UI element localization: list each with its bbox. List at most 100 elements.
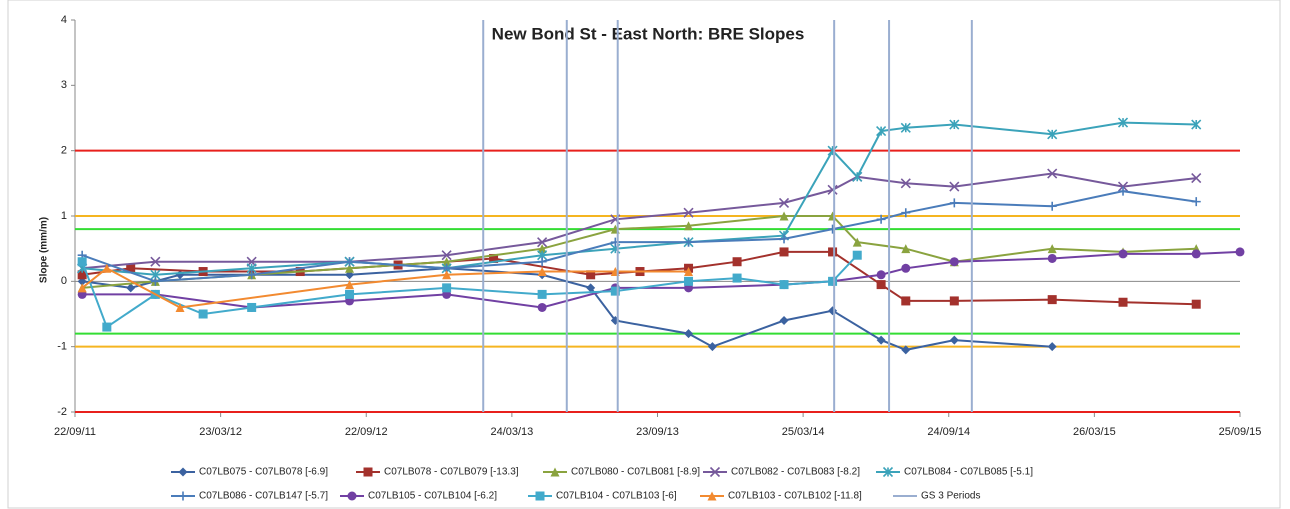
data-point — [586, 283, 596, 293]
data-point — [1235, 247, 1245, 257]
data-point — [949, 181, 960, 192]
data-point — [732, 257, 742, 267]
data-point — [949, 335, 959, 345]
data-point — [1117, 117, 1129, 128]
data-point — [684, 267, 694, 277]
data-point — [901, 244, 911, 254]
data-point — [707, 342, 717, 352]
y-tick-label: 2 — [61, 145, 67, 157]
legend-marker — [535, 491, 545, 501]
data-point — [247, 302, 257, 312]
data-point — [684, 329, 694, 339]
data-point — [345, 280, 355, 290]
data-point — [441, 250, 452, 261]
y-tick-label: 0 — [61, 275, 67, 287]
data-point — [949, 198, 959, 208]
data-point — [828, 276, 838, 286]
data-point — [1047, 201, 1057, 211]
data-point — [852, 237, 862, 247]
data-point — [586, 270, 596, 280]
y-tick-label: 4 — [61, 14, 67, 26]
data-point — [442, 283, 452, 293]
data-point — [827, 184, 838, 195]
legend-marker — [550, 467, 560, 477]
data-point — [901, 345, 911, 355]
data-point — [102, 322, 112, 332]
data-point — [150, 276, 160, 286]
data-point — [949, 296, 959, 306]
data-point — [876, 214, 886, 224]
y-tick-label: -1 — [57, 341, 67, 353]
data-point — [852, 171, 863, 182]
y-axis-label: Slope (mm/m) — [39, 217, 50, 283]
data-point — [901, 296, 911, 306]
data-point — [537, 267, 547, 277]
data-point — [1191, 119, 1202, 130]
data-point — [77, 257, 87, 267]
data-point — [778, 197, 790, 208]
data-point — [150, 256, 161, 267]
y-tick-label: 3 — [61, 79, 67, 91]
data-point — [779, 316, 789, 326]
data-point — [901, 263, 911, 273]
data-point — [1191, 173, 1202, 184]
series-line — [82, 172, 1197, 270]
x-tick-label: 22/09/11 — [54, 426, 96, 438]
data-point — [779, 211, 789, 221]
x-tick-label: 23/03/12 — [199, 426, 242, 438]
data-point — [684, 237, 694, 247]
x-tick-label: 24/09/14 — [927, 426, 970, 438]
legend-marker — [709, 466, 721, 478]
data-point — [442, 257, 452, 267]
data-point — [876, 126, 887, 137]
data-point — [345, 263, 355, 273]
data-point — [1047, 295, 1057, 305]
series-line — [81, 267, 689, 309]
legend-marker — [882, 466, 894, 478]
data-point — [684, 221, 694, 231]
data-point — [779, 234, 789, 244]
data-point — [684, 276, 694, 286]
x-tick-label: 24/03/13 — [490, 426, 533, 438]
data-point — [876, 270, 886, 280]
legend-label: C07LB078 - C07LB079 [-13.3] — [384, 467, 519, 478]
data-point — [876, 280, 886, 290]
data-point — [900, 122, 911, 133]
data-point — [876, 335, 886, 345]
data-point — [537, 302, 547, 312]
x-tick-label: 23/09/13 — [636, 426, 679, 438]
data-point — [1047, 168, 1058, 179]
data-point — [852, 250, 862, 260]
data-point — [77, 270, 87, 280]
legend-marker — [178, 491, 188, 501]
data-point — [900, 178, 911, 189]
series-line — [81, 190, 1197, 283]
legend-label: C07LB082 - C07LB083 [-8.2] — [731, 467, 860, 478]
data-point — [489, 253, 499, 263]
data-point — [198, 309, 208, 319]
data-point — [1191, 197, 1201, 207]
data-point — [779, 280, 789, 290]
data-point — [610, 286, 620, 296]
data-point — [126, 283, 136, 293]
data-point — [345, 289, 355, 299]
data-point — [537, 289, 547, 299]
data-point — [77, 283, 87, 293]
data-point — [537, 244, 547, 254]
data-point — [1118, 186, 1128, 196]
data-point — [247, 270, 257, 280]
chart-title: New Bond St - East North: BRE Slopes — [492, 24, 805, 43]
x-tick-label: 22/09/12 — [345, 426, 388, 438]
legend-marker — [178, 467, 188, 477]
data-point — [1191, 249, 1201, 259]
x-tick-label: 25/03/14 — [782, 426, 825, 438]
data-point — [442, 270, 452, 280]
legend-marker — [707, 491, 717, 501]
data-point — [537, 237, 548, 248]
data-point — [537, 257, 547, 267]
legend-marker — [347, 491, 357, 501]
data-point — [1047, 253, 1057, 263]
legend-label: GS 3 Periods — [921, 491, 980, 502]
x-tick-label: 25/09/15 — [1219, 426, 1262, 438]
